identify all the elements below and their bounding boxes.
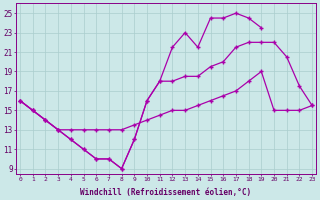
X-axis label: Windchill (Refroidissement éolien,°C): Windchill (Refroidissement éolien,°C) (81, 188, 252, 197)
